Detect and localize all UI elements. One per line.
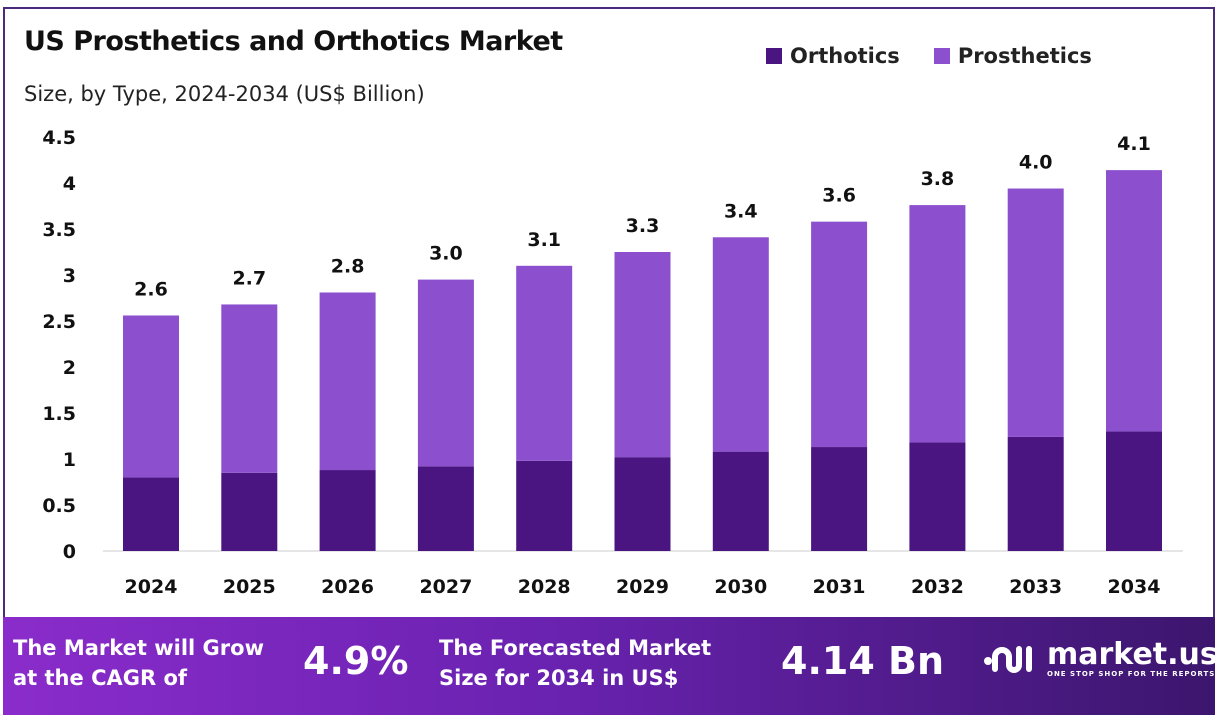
x-tick-label: 2033 (1009, 576, 1062, 598)
total-data-label: 2.6 (134, 278, 168, 300)
bar-orthotics-2032 (909, 442, 966, 551)
x-tick-label: 2027 (419, 576, 472, 598)
y-tick-label: 2.5 (42, 311, 76, 333)
bar-prosthetics-2029 (614, 252, 671, 458)
x-tick-label: 2030 (714, 576, 767, 598)
y-tick-label: 0 (63, 541, 76, 563)
y-tick-label: 2 (63, 357, 76, 379)
x-tick-label: 2024 (125, 576, 178, 598)
y-tick-label: 0.5 (42, 495, 76, 517)
bar-chart: 0 0.5 1 1.5 2 2.5 3 3.5 4 4.5 2.6 2024 2.7 2025 2.8 202… (42, 127, 1183, 598)
x-tick-label: 2026 (321, 576, 374, 598)
bar-orthotics-2028 (516, 460, 573, 551)
legend-item-orthotics: Orthotics (766, 44, 900, 68)
bar-prosthetics-2025 (221, 304, 278, 473)
y-tick-label: 1 (63, 449, 76, 471)
y-tick-label: 1.5 (42, 403, 76, 425)
bar-orthotics-2024 (123, 477, 179, 551)
bar-prosthetics-2032 (909, 205, 966, 443)
forecast-value: 4.14 Bn (781, 639, 945, 683)
y-tick-label: 3 (63, 265, 76, 287)
cagr-label: The Market will Grow at the CAGR of (13, 633, 264, 693)
bar-orthotics-2033 (1007, 436, 1064, 551)
bar-prosthetics-2031 (811, 221, 868, 448)
market-us-logo: market.us ONE STOP SHOP FOR THE REPORTS (983, 639, 1218, 679)
bar-prosthetics-2027 (417, 279, 474, 467)
legend-swatch-prosthetics (933, 48, 950, 64)
total-data-label: 2.8 (331, 255, 365, 277)
x-tick-label: 2025 (223, 576, 276, 598)
total-data-label: 3.4 (724, 200, 758, 222)
legend-item-prosthetics: Prosthetics (933, 44, 1092, 68)
forecast-label-line2: Size for 2034 in US$ (439, 666, 679, 690)
bar-orthotics-2031 (811, 447, 868, 551)
bar-prosthetics-2030 (712, 237, 769, 452)
total-data-label: 3.8 (921, 168, 955, 190)
bar-prosthetics-2024 (123, 315, 179, 478)
legend-label: Prosthetics (957, 44, 1092, 68)
bar-orthotics-2027 (417, 466, 474, 551)
logo-name: market.us (1047, 637, 1218, 672)
total-data-label: 3.1 (527, 229, 561, 251)
bar-prosthetics-2026 (319, 292, 376, 471)
y-tick-label: 4 (63, 173, 76, 195)
footer-banner: The Market will Grow at the CAGR of 4.9%… (3, 617, 1218, 715)
bar-orthotics-2026 (319, 470, 376, 551)
forecast-label-line1: The Forecasted Market (439, 636, 712, 660)
bar-orthotics-2025 (221, 472, 278, 551)
bar-orthotics-2030 (712, 451, 769, 551)
bar-prosthetics-2033 (1007, 188, 1064, 437)
legend-swatch-orthotics (766, 48, 782, 64)
logo-icon (984, 646, 1032, 673)
bar-prosthetics-2034 (1106, 170, 1162, 432)
bar-prosthetics-2028 (516, 265, 573, 461)
x-tick-label: 2034 (1108, 576, 1161, 598)
legend: Orthotics Prosthetics (766, 44, 1092, 68)
legend-label: Orthotics (790, 44, 900, 68)
chart-subtitle: Size, by Type, 2024-2034 (US$ Billion) (24, 82, 425, 106)
y-tick-label: 4.5 (42, 127, 76, 149)
total-data-label: 4.0 (1019, 152, 1053, 174)
x-tick-label: 2031 (813, 576, 866, 598)
cagr-label-line1: The Market will Grow (13, 636, 264, 660)
x-tick-label: 2029 (616, 576, 669, 598)
bar-orthotics-2034 (1106, 431, 1162, 551)
total-data-label: 4.1 (1117, 133, 1151, 155)
cagr-label-line2: at the CAGR of (13, 666, 188, 690)
forecast-label: The Forecasted Market Size for 2034 in U… (439, 633, 711, 693)
total-data-label: 3.3 (626, 215, 660, 237)
chart-title: US Prosthetics and Orthotics Market (24, 26, 563, 57)
cagr-value: 4.9% (303, 639, 409, 683)
total-data-label: 3.0 (429, 243, 463, 265)
total-data-label: 3.6 (822, 185, 856, 207)
logo-tagline: ONE STOP SHOP FOR THE REPORTS (1047, 670, 1216, 678)
y-tick-label: 3.5 (42, 219, 76, 241)
bar-orthotics-2029 (614, 457, 671, 551)
x-tick-label: 2032 (911, 576, 964, 598)
total-data-label: 2.7 (232, 267, 266, 289)
x-tick-label: 2028 (518, 576, 571, 598)
